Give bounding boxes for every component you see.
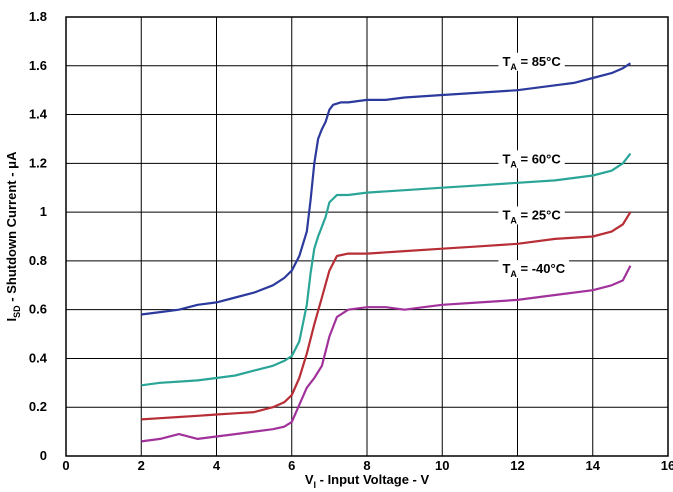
series-label: TA = 60°C — [502, 151, 561, 169]
series-label-background — [498, 206, 565, 225]
x-tick-label: 4 — [213, 458, 221, 473]
x-tick-label: 12 — [510, 458, 524, 473]
series-line-25C — [141, 211, 632, 421]
series-label-background — [498, 150, 565, 169]
series-label-background — [498, 52, 565, 71]
series-label: TA = 25°C — [502, 207, 561, 225]
series-labels: TA = 85°C TA = 60°C TA = 25°C TA = -40°C — [498, 52, 570, 279]
x-tick-label: 16 — [661, 458, 673, 473]
y-tick-label: 0.2 — [29, 399, 47, 414]
y-tick-label: 1.4 — [29, 107, 48, 122]
series-label: TA = 85°C — [502, 54, 561, 72]
x-tick-label: 10 — [435, 458, 449, 473]
series-label: TA = -40°C — [502, 261, 565, 279]
series-label-background — [498, 260, 570, 279]
series-layer — [141, 62, 632, 443]
series-line-60C — [141, 152, 632, 387]
y-tick-label: 0.8 — [29, 253, 47, 268]
plot-frame — [65, 16, 669, 457]
y-tick-label: 1.8 — [29, 9, 47, 24]
y-tick-label: 0 — [40, 448, 47, 463]
x-axis-label: VI - Input Voltage - V — [305, 472, 430, 490]
y-tick-label: 0.6 — [29, 302, 47, 317]
y-tick-label: 1.6 — [29, 58, 47, 73]
series-line--40C — [141, 265, 632, 443]
y-tick-label: 1 — [40, 204, 47, 219]
x-tick-label: 14 — [586, 458, 601, 473]
y-tick-label: 0.4 — [29, 350, 48, 365]
y-tick-label: 1.2 — [29, 155, 47, 170]
x-tick-labels: 0 2 4 6 8 10 12 14 16 — [62, 458, 673, 473]
x-tick-label: 8 — [363, 458, 370, 473]
y-axis-label: ISD - Shutdown Current - μA — [4, 151, 22, 322]
x-tick-label: 6 — [288, 458, 295, 473]
series-line-85C — [141, 62, 632, 316]
x-tick-label: 2 — [138, 458, 145, 473]
x-tick-label: 0 — [62, 458, 69, 473]
y-tick-labels: 0 0.2 0.4 0.6 0.8 1 1.2 1.4 1.6 1.8 — [29, 9, 48, 463]
